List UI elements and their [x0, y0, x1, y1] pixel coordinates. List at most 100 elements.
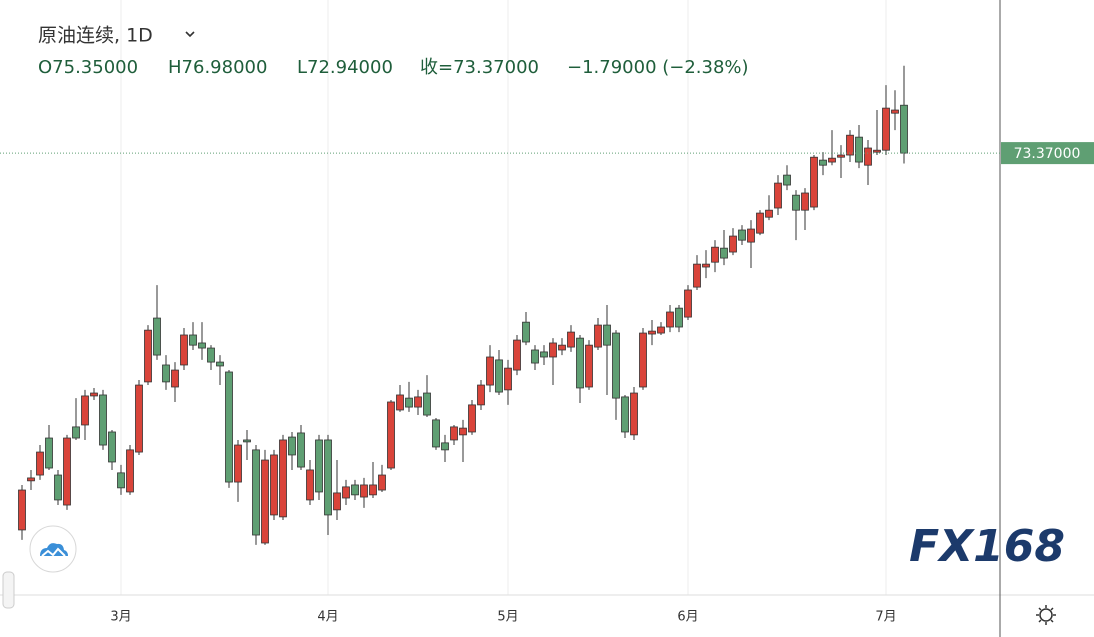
candle-body	[90, 392, 98, 397]
candle-body	[99, 394, 107, 446]
watermark: FX168	[909, 521, 1065, 572]
candle-body	[216, 361, 224, 367]
candle-body	[792, 194, 800, 211]
candle-body	[288, 436, 296, 456]
candle-body	[576, 337, 584, 389]
candle-body	[837, 154, 845, 158]
candle-body	[297, 432, 305, 468]
candle-body	[72, 426, 80, 439]
candle-body	[549, 342, 557, 358]
candle-body	[747, 228, 755, 243]
candle-body	[360, 484, 368, 498]
candle-body	[234, 444, 242, 483]
candle-body	[171, 369, 179, 388]
candle-body	[504, 367, 512, 391]
candle-body	[270, 454, 278, 516]
candle-body	[342, 486, 350, 499]
candle-body	[108, 431, 116, 463]
candle-body	[738, 229, 746, 241]
candle-body	[630, 392, 638, 436]
candle-body	[684, 289, 692, 318]
grid	[120, 0, 887, 595]
candle-body	[225, 371, 233, 483]
candle-body	[666, 311, 674, 328]
candle-body	[144, 329, 152, 383]
candle-body	[846, 134, 854, 156]
candle-body	[333, 492, 341, 511]
candle-body	[657, 326, 665, 334]
candle-body	[873, 149, 881, 153]
x-tick-label: 5月	[497, 610, 518, 625]
candle-body	[477, 384, 485, 406]
candle-body	[594, 324, 602, 348]
x-tick-label: 4月	[317, 610, 338, 625]
header-high: H76.98000	[168, 57, 267, 78]
candle-body	[441, 442, 449, 451]
candles	[18, 65, 908, 545]
settings-icon[interactable]	[1036, 605, 1056, 625]
last-price-label: 73.37000	[1014, 146, 1081, 162]
candle-body	[720, 247, 728, 259]
header-low: L72.94000	[297, 57, 393, 78]
candle-body	[855, 136, 863, 163]
candle-body	[531, 349, 539, 364]
candle-body	[711, 246, 719, 263]
logo-icon-line	[41, 547, 66, 557]
interval-chevron[interactable]	[185, 31, 195, 38]
candle-body	[774, 182, 782, 209]
candle-body	[180, 334, 188, 366]
candle-body	[558, 344, 566, 351]
candle-body	[369, 484, 377, 496]
candle-body	[891, 109, 899, 114]
candle-body	[459, 427, 467, 436]
candle-body	[18, 489, 26, 531]
candle-body	[513, 339, 521, 371]
header-close: 收=73.37000	[420, 57, 539, 78]
candle-body	[315, 439, 323, 493]
candle-body	[378, 474, 386, 491]
header-change: −1.79000 (−2.38%)	[567, 57, 749, 78]
candle-body	[729, 235, 737, 253]
x-tick-label: 7月	[875, 610, 896, 625]
candle-body	[675, 307, 683, 328]
candle-body	[567, 331, 575, 348]
candle-body	[135, 384, 143, 453]
candle-body	[324, 439, 332, 516]
candle-body	[279, 439, 287, 518]
candle-body	[198, 342, 206, 349]
candle-body	[243, 439, 251, 443]
candle-body	[468, 404, 476, 433]
candle-body	[585, 344, 593, 388]
candle-body	[864, 147, 872, 166]
candle-body	[702, 263, 710, 268]
candle-body	[27, 477, 35, 482]
candle-body	[450, 426, 458, 441]
chart-title: 原油连续, 1D	[38, 25, 153, 47]
candle-body	[36, 451, 44, 476]
candle-body	[306, 469, 314, 501]
scroll-handle[interactable]	[2, 571, 15, 609]
candle-body	[162, 364, 170, 383]
candle-body	[819, 159, 827, 166]
candle-body	[765, 209, 773, 218]
candle-body	[810, 156, 818, 208]
candle-body	[495, 359, 503, 393]
candle-body	[45, 437, 53, 469]
candle-body	[63, 437, 71, 506]
candle-body	[117, 472, 125, 489]
candle-body	[693, 263, 701, 288]
candle-body	[540, 351, 548, 358]
x-tick-label: 3月	[110, 610, 131, 625]
candle-body	[126, 449, 134, 493]
candle-body	[387, 401, 395, 469]
candle-body	[432, 419, 440, 448]
candle-body	[486, 356, 494, 386]
last-price-tag	[1001, 142, 1094, 165]
candle-body	[756, 212, 764, 234]
candle-body	[522, 321, 530, 343]
candle-body	[207, 347, 215, 363]
candle-body	[648, 330, 656, 335]
candle-body	[396, 394, 404, 411]
candle-body	[828, 157, 836, 163]
candle-body	[189, 334, 197, 346]
